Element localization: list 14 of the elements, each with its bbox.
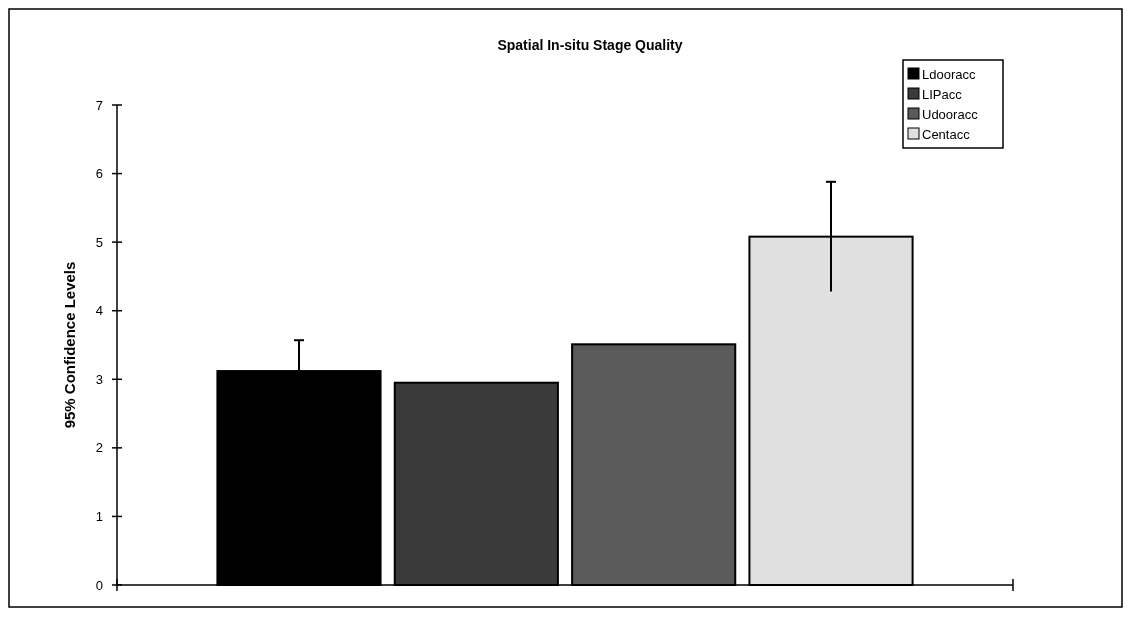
- legend-label: LIPacc: [922, 86, 963, 102]
- legend-label: Udooracc: [922, 106, 979, 122]
- legend-label: Ldooracc: [922, 66, 976, 82]
- y-tick-label: 3: [95, 371, 103, 387]
- legend-label: Centacc: [922, 126, 971, 142]
- y-tick-label: 7: [95, 97, 103, 113]
- chart-title: Spatial In-situ Stage Quality: [497, 37, 683, 53]
- y-tick-label: 6: [95, 166, 103, 182]
- y-tick-label: 4: [95, 303, 103, 319]
- y-tick-label: 1: [95, 508, 103, 524]
- y-tick-label: 2: [95, 440, 103, 456]
- y-tick-label: 5: [95, 234, 103, 250]
- y-tick-label: 0: [95, 577, 103, 593]
- y-axis-title: 95% Confidence Levels: [61, 261, 78, 429]
